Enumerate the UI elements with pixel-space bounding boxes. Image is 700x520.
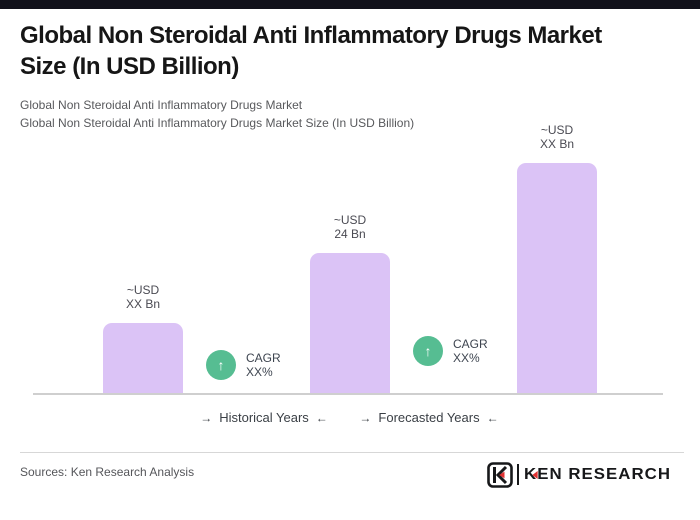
- cagr-text-2: CAGR XX%: [453, 337, 488, 365]
- bar1-label-line1: ~USD: [126, 283, 160, 297]
- chart-subtitle-2: Global Non Steroidal Anti Inflammatory D…: [20, 116, 415, 130]
- footer-divider: [20, 452, 684, 453]
- cagr1-value: XX%: [246, 365, 273, 379]
- bar3-label-line2: XX Bn: [539, 137, 575, 151]
- cagr2-value: XX%: [453, 351, 480, 365]
- axis-segment-historical-label: Historical Years: [219, 410, 309, 425]
- axis-segment-forecasted-label: Forecasted Years: [378, 410, 480, 425]
- right-arrow-icon: →: [200, 410, 213, 425]
- chart-subtitle-1: Global Non Steroidal Anti Inflammatory D…: [20, 98, 303, 112]
- left-arrow-icon: ←: [486, 410, 499, 425]
- logo-separator: [517, 464, 519, 485]
- bar-value-label: ~USD XX Bn: [88, 283, 198, 311]
- bar1-label-line2: XX Bn: [125, 297, 161, 311]
- bar3-label-line1: ~USD: [540, 123, 574, 137]
- right-arrow-icon: →: [359, 410, 372, 425]
- logo-letter-k: K: [523, 465, 537, 483]
- ken-research-logo: KEN RESEARCH: [487, 461, 669, 488]
- x-axis-baseline: [33, 393, 663, 395]
- bar-forecast: [517, 163, 597, 393]
- bar-value-label: ~USD XX Bn: [502, 123, 612, 151]
- bar-value-label: ~USD 24 Bn: [295, 213, 405, 241]
- ken-research-logo-mark-icon: [487, 461, 513, 488]
- cagr2-label: CAGR: [453, 337, 488, 351]
- page-title-line1: Global Non Steroidal Anti Inflammatory D…: [20, 22, 602, 49]
- logo-letters-rest: EN RESEARCH: [536, 465, 671, 483]
- sources-text: Sources: Ken Research Analysis: [20, 465, 195, 479]
- bar2-label-line2: 24 Bn: [334, 227, 366, 241]
- page-title-line2: Size (In USD Billion): [20, 53, 239, 80]
- bar2-label-line1: ~USD: [333, 213, 367, 227]
- growth-up-arrow-icon: ↑: [413, 336, 443, 366]
- cagr-text-1: CAGR XX%: [246, 351, 281, 379]
- cagr-badge-1: ↑ CAGR XX%: [206, 350, 281, 380]
- top-accent-bar: [0, 0, 700, 9]
- cagr1-label: CAGR: [246, 351, 281, 365]
- axis-segment-historical: → Historical Years ←: [200, 410, 328, 425]
- page-title: Global Non Steroidal Anti Inflammatory D…: [20, 20, 692, 82]
- axis-segment-forecasted: → Forecasted Years ←: [359, 410, 498, 425]
- bar-middle: [310, 253, 390, 393]
- cagr-badge-2: ↑ CAGR XX%: [413, 336, 488, 366]
- growth-up-arrow-icon: ↑: [206, 350, 236, 380]
- ken-research-wordmark: KEN RESEARCH: [523, 465, 671, 483]
- up-arrow-glyph: ↑: [217, 357, 225, 373]
- bar-historical: [103, 323, 183, 393]
- left-arrow-icon: ←: [315, 410, 328, 425]
- up-arrow-glyph: ↑: [424, 343, 432, 359]
